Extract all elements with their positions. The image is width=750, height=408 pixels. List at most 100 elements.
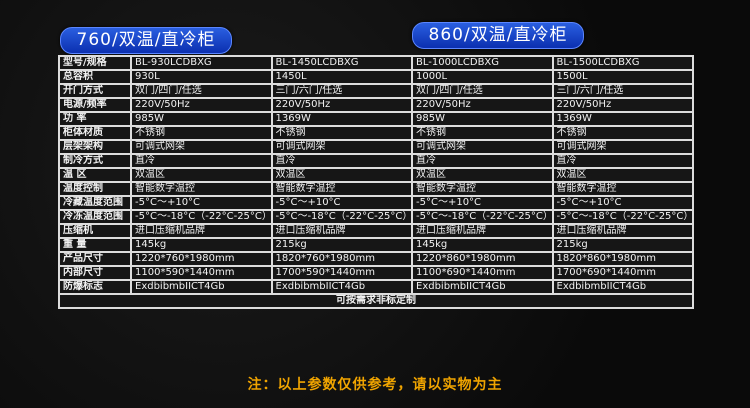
row-label: 内部尺寸 — [58, 265, 132, 281]
table-row: 温 区双温区 双温区 双温区 双温区 — [58, 167, 694, 183]
table-row: 制冷方式 直冷 直冷 直冷 直冷 — [58, 153, 694, 169]
table-row: 功 率 985W 1369W 985W 1369W — [58, 111, 694, 127]
table-cell: 可调式网架 — [270, 139, 413, 155]
series-760-header: 760/双温/直冷柜 — [60, 27, 232, 54]
table-cell: 智能数字温控 — [270, 181, 413, 197]
custom-note: 可按需求非标定制 — [58, 293, 694, 309]
table-row: 电源/频率 220V/50Hz 220V/50Hz 220V/50Hz 220V/50H… — [58, 97, 694, 113]
table-cell: 不锈钢 — [270, 125, 413, 141]
table-cell: 1700*590*1440mm — [270, 265, 413, 281]
row-label: 温 区 — [58, 167, 132, 183]
table-cell: -5°C〜-18°C（-22°C-25°C） — [270, 209, 413, 225]
table-cell: 直冷 — [411, 153, 554, 169]
table-cell: -5°C〜-18°C（-22°C-25°C） — [551, 209, 694, 225]
table-row: 重 量 145kg 215kg 145kg 215kg — [58, 237, 694, 253]
row-label: 冷藏温度范围 — [58, 195, 132, 211]
table-cell: 215kg — [270, 237, 413, 253]
table-cell: ExdbibmbIICT4Gb — [270, 279, 413, 295]
table-cell: 智能数字温控 — [411, 181, 554, 197]
table-cell: 双门/四门/任选 — [130, 83, 273, 99]
table-row: 冷藏温度范围 -5°C〜+10°C -5°C〜+10°C -5°C〜+10°C -5°C… — [58, 195, 694, 211]
table-cell: 双门/四门/任选 — [411, 83, 554, 99]
table-row: 防爆标志 ExdbibmbIICT4Gb ExdbibmbIICT4Gb Exdbib… — [58, 279, 694, 295]
table-row: 冷冻温度范围 -5°C〜-18°C（-22°C-25°C） -5°C〜-18°C（-… — [58, 209, 694, 225]
row-label: 产品尺寸 — [58, 251, 132, 267]
table-cell: 不锈钢 — [551, 125, 694, 141]
table-cell: 可调式网架 — [130, 139, 273, 155]
table-cell: 1220*860*1980mm — [411, 251, 554, 267]
row-label: 重 量 — [58, 237, 132, 253]
table-cell: ExdbibmbIICT4Gb — [551, 279, 694, 295]
table-cell: 智能数字温控 — [130, 181, 273, 197]
table-row: 内部尺寸 1100*590*1440mm 1700*590*1440mm 1100*6… — [58, 265, 694, 281]
table-row: 层架架构 可调式网架 可调式网架 可调式网架 可调式网架 — [58, 139, 694, 155]
table-cell: 220V/50Hz — [551, 97, 694, 113]
table-cell: BL-1450LCDBXG — [270, 55, 413, 71]
table-cell: 进口压缩机品牌 — [130, 223, 273, 239]
table-cell: 进口压缩机品牌 — [551, 223, 694, 239]
table-cell: 三门/六门/任选 — [551, 83, 694, 99]
row-label: 制冷方式 — [58, 153, 132, 169]
table-cell: 不锈钢 — [130, 125, 273, 141]
spec-table: 型号/规格 BL-930LCDBXG BL-1450LCDBXG BL-1000LCD… — [58, 55, 694, 309]
row-label: 功 率 — [58, 111, 132, 127]
table-cell: 智能数字温控 — [551, 181, 694, 197]
table-cell: 进口压缩机品牌 — [411, 223, 554, 239]
table-cell: -5°C〜-18°C（-22°C-25°C） — [130, 209, 273, 225]
table-cell: 145kg — [130, 237, 273, 253]
table-cell: 双温区 — [130, 167, 273, 183]
table-cell: 双温区 — [411, 167, 554, 183]
table-cell: -5°C〜+10°C — [130, 195, 273, 211]
row-label: 压缩机 — [58, 223, 132, 239]
table-cell: BL-930LCDBXG — [130, 55, 273, 71]
row-label: 冷冻温度范围 — [58, 209, 132, 225]
table-cell: -5°C〜+10°C — [551, 195, 694, 211]
table-cell: 220V/50Hz — [130, 97, 273, 113]
table-cell: 985W — [130, 111, 273, 127]
table-row: 温度控制 智能数字温控 智能数字温控 智能数字温控 智能数字温控 — [58, 181, 694, 197]
table-cell: ExdbibmbIICT4Gb — [130, 279, 273, 295]
table-cell: BL-1000LCDBXG — [411, 55, 554, 71]
table-row: 压缩机 进口压缩机品牌 进口压缩机品牌 进口压缩机品牌 进口压缩机品牌 — [58, 223, 694, 239]
table-cell: 双温区 — [551, 167, 694, 183]
table-cell: 可调式网架 — [411, 139, 554, 155]
row-label: 防爆标志 — [58, 279, 132, 295]
table-cell: ExdbibmbIICT4Gb — [411, 279, 554, 295]
table-cell: 1820*760*1980mm — [270, 251, 413, 267]
row-label: 型号/规格 — [58, 55, 132, 71]
table-cell: 直冷 — [551, 153, 694, 169]
table-cell: 985W — [411, 111, 554, 127]
table-cell: 1450L — [270, 69, 413, 85]
table-cell: 1500L — [551, 69, 694, 85]
row-label: 开门方式 — [58, 83, 132, 99]
table-cell: 直冷 — [130, 153, 273, 169]
row-label: 温度控制 — [58, 181, 132, 197]
table-cell: 进口压缩机品牌 — [270, 223, 413, 239]
table-cell: 1369W — [270, 111, 413, 127]
table-cell: 220V/50Hz — [411, 97, 554, 113]
table-cell: 145kg — [411, 237, 554, 253]
series-860-header: 860/双温/直冷柜 — [412, 22, 584, 49]
row-label: 电源/频率 — [58, 97, 132, 113]
row-label: 总容积 — [58, 69, 132, 85]
table-row: 总容积 930L 1450L 1000L 1500L — [58, 69, 694, 85]
table-cell: 1700*690*1440mm — [551, 265, 694, 281]
table-cell: 1100*590*1440mm — [130, 265, 273, 281]
table-row: 柜体材质 不锈钢 不锈钢 不锈钢 不锈钢 — [58, 125, 694, 141]
table-cell: 三门/六门/任选 — [270, 83, 413, 99]
row-label: 柜体材质 — [58, 125, 132, 141]
table-row: 型号/规格 BL-930LCDBXG BL-1450LCDBXG BL-1000LCD… — [58, 55, 694, 71]
table-cell: -5°C〜-18°C（-22°C-25°C） — [411, 209, 554, 225]
disclaimer-note: 注：以上参数仅供参考，请以实物为主 — [247, 377, 503, 393]
table-row: 开门方式 双门/四门/任选 三门/六门/任选 双门/四门/任选 三门/六门/任选 — [58, 83, 694, 99]
table-cell: -5°C〜+10°C — [411, 195, 554, 211]
table-cell: 双温区 — [270, 167, 413, 183]
table-cell: 1820*860*1980mm — [551, 251, 694, 267]
table-cell: -5°C〜+10°C — [270, 195, 413, 211]
table-cell: 1220*760*1980mm — [130, 251, 273, 267]
table-cell: 可调式网架 — [551, 139, 694, 155]
table-cell: BL-1500LCDBXG — [551, 55, 694, 71]
footer-row: 可按需求非标定制 — [58, 293, 694, 309]
row-label: 层架架构 — [58, 139, 132, 155]
table-cell: 215kg — [551, 237, 694, 253]
